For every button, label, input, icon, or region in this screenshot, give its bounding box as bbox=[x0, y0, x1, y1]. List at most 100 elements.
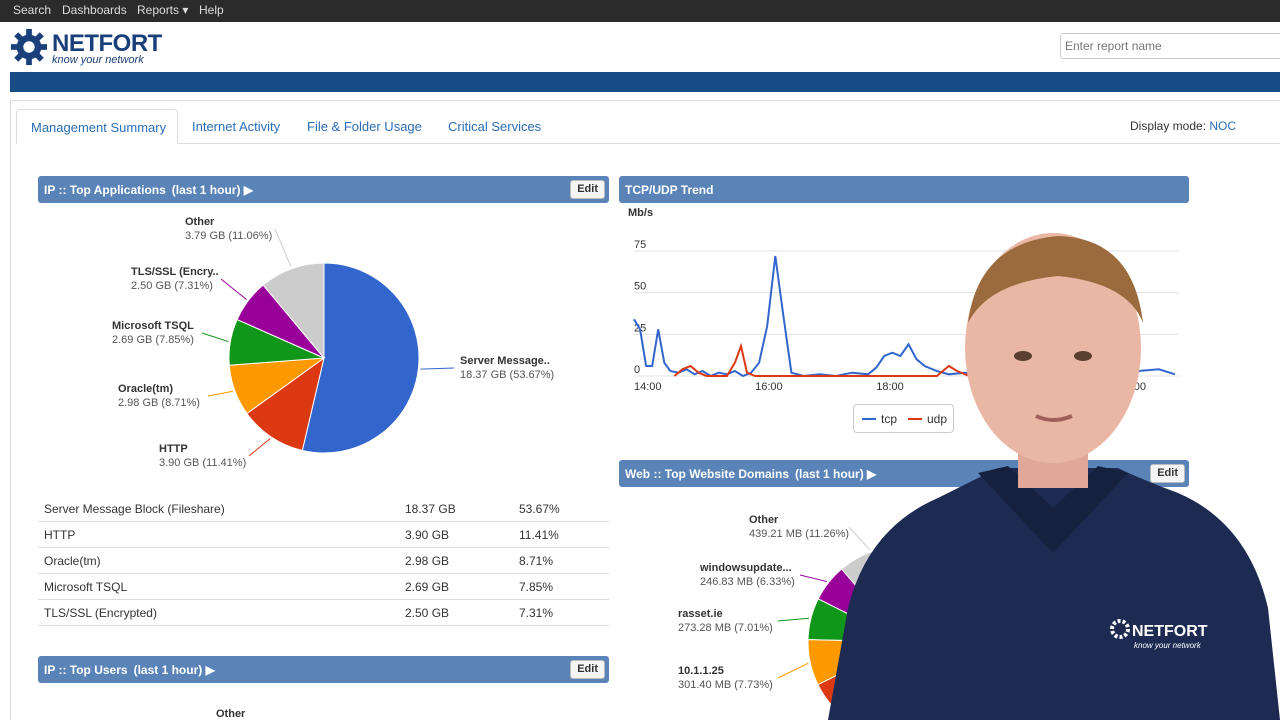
shirt-logo-tagline: know your network bbox=[1134, 641, 1202, 650]
pie-value-label: 273.28 MB (7.01%) bbox=[678, 622, 773, 634]
table-cell: Oracle(tm) bbox=[44, 554, 101, 568]
pie-label: Other bbox=[749, 514, 779, 526]
pie-value-label: 2.50 GB (7.31%) bbox=[131, 280, 213, 292]
pie-label: rasset.ie bbox=[678, 608, 723, 620]
display-mode: Display mode: NOC bbox=[1130, 119, 1236, 133]
nav-reports[interactable]: Reports ▾ bbox=[137, 3, 189, 17]
top-users-edit-button[interactable]: Edit bbox=[570, 660, 605, 679]
nav-search[interactable]: Search bbox=[13, 3, 52, 17]
udp-legend-label[interactable]: udp bbox=[927, 412, 948, 426]
pie-label: Microsoft TSQL bbox=[112, 320, 194, 332]
table-cell: 2.69 GB bbox=[405, 580, 450, 594]
pie-label: HTTP bbox=[159, 443, 188, 455]
pie-value-label: 18.37 GB (53.67%) bbox=[460, 369, 554, 381]
top-users-header: IP :: Top Users (last 1 hour) ▶ Edit bbox=[38, 656, 609, 683]
nav-dashboards[interactable]: Dashboards bbox=[62, 3, 127, 17]
top-applications-table: Server Message Block (Fileshare) 18.37 GB… bbox=[38, 496, 609, 626]
trend-x-tick-label: 16:00 bbox=[755, 381, 783, 393]
header: NETFORT know your network bbox=[0, 22, 1280, 72]
trend-x-tick-label: 18:00 bbox=[876, 381, 904, 393]
pie-label: Other bbox=[185, 216, 215, 228]
trend-y-axis-label: Mb/s bbox=[628, 207, 653, 219]
pie-leader-line bbox=[777, 662, 809, 679]
table-row: Oracle(tm) 2.98 GB 8.71% bbox=[38, 548, 609, 574]
pie-label: windowsupdate... bbox=[699, 562, 792, 574]
table-cell: TLS/SSL (Encrypted) bbox=[44, 606, 157, 620]
top-users-other-label: Other bbox=[216, 708, 246, 720]
pie-value-label: 2.98 GB (8.71%) bbox=[118, 397, 200, 409]
pie-label: TLS/SSL (Encry.. bbox=[131, 266, 219, 278]
web-domains-period[interactable]: (last 1 hour) ▶ bbox=[795, 467, 877, 481]
nav-help[interactable]: Help bbox=[199, 3, 224, 17]
top-applications-pie: Server Message.. 18.37 GB (53.67%) HTTP 3.9… bbox=[112, 216, 554, 469]
pie-slice[interactable] bbox=[301, 262, 420, 454]
trend-x-tick-label: 14:00 bbox=[634, 381, 662, 393]
tcp-legend-label[interactable]: tcp bbox=[881, 412, 898, 426]
pie-slice[interactable] bbox=[262, 262, 325, 360]
table-row: TLS/SSL (Encrypted) 2.50 GB 7.31% bbox=[38, 600, 609, 626]
pie-leader-line bbox=[420, 367, 455, 370]
tab-internet-activity[interactable]: Internet Activity bbox=[192, 119, 281, 134]
top-applications-edit-button[interactable]: Edit bbox=[570, 180, 605, 199]
shirt-logo-text: NETFORT bbox=[1132, 623, 1208, 640]
pie-label: Oracle(tm) bbox=[118, 383, 173, 395]
presenter-photo: NETFORT know your network bbox=[828, 233, 1280, 720]
table-cell: 3.90 GB bbox=[405, 528, 450, 542]
table-cell: 8.71% bbox=[519, 554, 554, 568]
tab-divider bbox=[178, 143, 1280, 144]
pie-value-label: 246.83 MB (6.33%) bbox=[700, 576, 795, 588]
logo-tagline: know your network bbox=[52, 54, 144, 66]
table-cell: HTTP bbox=[44, 528, 76, 542]
main-content bbox=[10, 100, 1280, 720]
tcp-udp-trend-title: TCP/UDP Trend bbox=[625, 183, 714, 197]
pie-label: Server Message.. bbox=[460, 355, 550, 367]
pie-leader-line bbox=[848, 526, 871, 551]
gear-icon bbox=[10, 28, 48, 66]
pie-value-label: 439.21 MB (11.26%) bbox=[749, 528, 849, 540]
trend-legend: tcp udp bbox=[853, 404, 954, 433]
table-cell: 7.85% bbox=[519, 580, 554, 594]
pie-leader-line bbox=[274, 228, 292, 267]
shirt-logo: NETFORT know your network bbox=[1110, 619, 1208, 650]
table-row: Microsoft TSQL 2.69 GB 7.85% bbox=[38, 574, 609, 600]
pie-leader-line bbox=[777, 617, 809, 622]
table-cell: 53.67% bbox=[519, 502, 560, 516]
tcp-udp-trend-header: TCP/UDP Trend bbox=[619, 176, 1189, 203]
top-nav-bar: Search Dashboards Reports ▾ Help bbox=[0, 0, 1280, 22]
top-users-period[interactable]: (last 1 hour) ▶ bbox=[133, 663, 215, 677]
top-users-title: IP :: Top Users bbox=[44, 663, 128, 677]
trend-series-udp[interactable] bbox=[673, 342, 970, 377]
pie-leader-line bbox=[201, 332, 229, 343]
top-applications-title: IP :: Top Applications bbox=[44, 183, 166, 197]
pie-leader-line bbox=[248, 438, 271, 457]
pie-leader-line bbox=[220, 278, 247, 300]
display-mode-label: Display mode: bbox=[1130, 119, 1207, 133]
table-cell: 11.41% bbox=[519, 528, 559, 542]
table-cell: 2.98 GB bbox=[405, 554, 450, 568]
display-mode-value[interactable]: NOC bbox=[1209, 119, 1237, 133]
trend-y-tick-label: 75 bbox=[634, 239, 646, 251]
pie-value-label: 301.40 MB (7.73%) bbox=[678, 679, 773, 691]
tab-management-summary[interactable]: Management Summary bbox=[16, 109, 178, 144]
pie-slice[interactable] bbox=[246, 356, 325, 452]
pie-value-label: 3.90 GB (11.41%) bbox=[159, 457, 246, 469]
report-search-input[interactable] bbox=[1060, 33, 1280, 59]
pie-leader-line bbox=[799, 574, 827, 583]
table-row: Server Message Block (Fileshare) 18.37 GB… bbox=[38, 496, 609, 522]
web-domains-title: Web :: Top Website Domains bbox=[625, 467, 790, 481]
tcp-legend-swatch bbox=[862, 418, 876, 420]
top-applications-period[interactable]: (last 1 hour) ▶ bbox=[171, 183, 254, 197]
table-cell: 2.50 GB bbox=[405, 606, 450, 620]
trend-y-tick-label: 50 bbox=[634, 281, 646, 293]
pie-label: 10.1.1.25 bbox=[678, 665, 724, 677]
pie-value-label: 2.69 GB (7.85%) bbox=[112, 334, 194, 346]
accent-band bbox=[10, 72, 1280, 92]
logo-name[interactable]: NETFORT bbox=[52, 30, 162, 57]
pie-value-label: 3.79 GB (11.06%) bbox=[185, 230, 272, 242]
tab-critical-services[interactable]: Critical Services bbox=[448, 119, 542, 134]
top-applications-header: IP :: Top Applications (last 1 hour) ▶ Ed… bbox=[38, 176, 609, 203]
web-domains-edit-button[interactable]: Edit bbox=[1150, 464, 1185, 483]
table-cell: Microsoft TSQL bbox=[44, 580, 128, 594]
tab-file-folder-usage[interactable]: File & Folder Usage bbox=[307, 119, 422, 134]
udp-legend-swatch bbox=[908, 418, 922, 420]
